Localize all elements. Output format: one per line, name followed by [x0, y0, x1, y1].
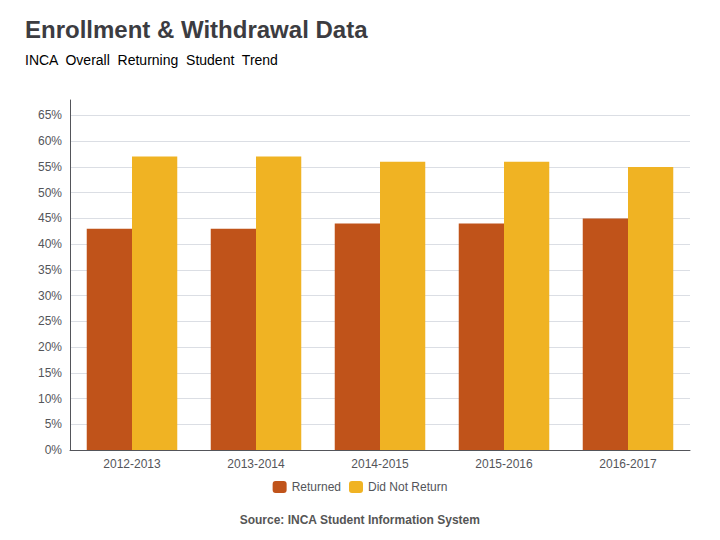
svg-text:65%: 65%: [38, 108, 62, 122]
svg-text:10%: 10%: [38, 392, 62, 406]
svg-text:40%: 40%: [38, 237, 62, 251]
svg-text:50%: 50%: [38, 186, 62, 200]
svg-text:45%: 45%: [38, 211, 62, 225]
svg-text:15%: 15%: [38, 366, 62, 380]
svg-text:Did Not Return: Did Not Return: [368, 480, 447, 494]
svg-text:2016-2017: 2016-2017: [599, 457, 657, 471]
svg-text:2013-2014: 2013-2014: [227, 457, 285, 471]
svg-text:60%: 60%: [38, 134, 62, 148]
svg-text:INCA Overall Returning Stud: INCA Overall Returning Student Trend: [25, 52, 278, 68]
svg-text:55%: 55%: [38, 160, 62, 174]
svg-text:30%: 30%: [38, 289, 62, 303]
svg-text:35%: 35%: [38, 263, 62, 277]
svg-text:2015-2016: 2015-2016: [475, 457, 533, 471]
svg-text:25%: 25%: [38, 314, 62, 328]
svg-text:0%: 0%: [45, 443, 63, 457]
svg-text:5%: 5%: [45, 417, 63, 431]
svg-text:Returned: Returned: [292, 480, 341, 494]
svg-text:Source: INCA Student Informati: Source: INCA Student Information System: [240, 513, 480, 527]
svg-text:2014-2015: 2014-2015: [351, 457, 409, 471]
svg-text:2012-2013: 2012-2013: [103, 457, 161, 471]
svg-text:20%: 20%: [38, 340, 62, 354]
svg-text:Enrollment & Withdrawal Data: Enrollment & Withdrawal Data: [25, 16, 368, 43]
